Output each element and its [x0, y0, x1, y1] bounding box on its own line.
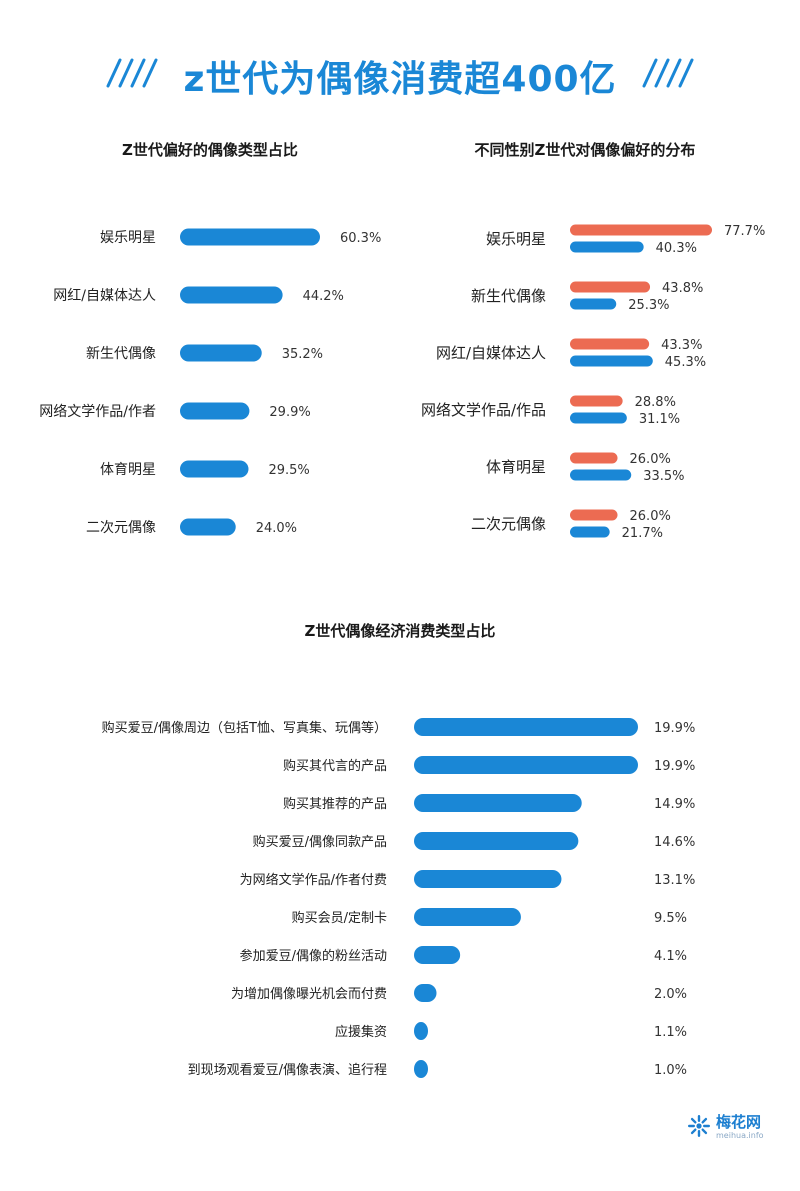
bar [570, 298, 617, 310]
category-label: 网红/自媒体达人 [53, 288, 156, 304]
value-label: 43.8% [662, 281, 703, 296]
bar [414, 1060, 428, 1078]
category-label: 为网络文学作品/作者付费 [240, 872, 387, 888]
category-label: 二次元偶像 [471, 515, 546, 533]
bar [180, 460, 249, 478]
value-label: 77.7% [724, 224, 765, 239]
bar [414, 794, 582, 812]
decor-slashes-right [642, 58, 694, 88]
category-label: 网红/自媒体达人 [436, 344, 546, 362]
category-label: 购买其推荐的产品 [283, 796, 387, 812]
value-label: 43.3% [661, 338, 702, 353]
bar [414, 756, 638, 774]
bar [180, 402, 250, 420]
bar [414, 832, 579, 850]
bar [570, 338, 650, 350]
category-label: 网络文学作品/作品 [421, 401, 546, 419]
category-label: 新生代偶像 [471, 287, 546, 305]
value-label: 29.5% [268, 463, 309, 478]
bar [414, 908, 521, 926]
bar [570, 224, 712, 236]
value-label: 19.9% [654, 721, 695, 736]
value-label: 60.3% [340, 231, 381, 246]
value-label: 25.3% [628, 298, 669, 313]
value-label: 29.9% [269, 405, 310, 420]
category-label: 为增加偶像曝光机会而付费 [231, 987, 387, 1002]
bar [570, 509, 618, 521]
category-label: 参加爱豆/偶像的粉丝活动 [240, 948, 387, 964]
category-label: 娱乐明星 [486, 230, 546, 248]
value-label: 24.0% [256, 521, 297, 536]
category-label: 娱乐明星 [100, 230, 156, 246]
category-label: 二次元偶像 [86, 520, 156, 536]
bar [180, 286, 283, 304]
value-label: 44.2% [303, 289, 344, 304]
category-label: 体育明星 [486, 458, 546, 476]
bar [180, 228, 320, 246]
category-label: 应援集资 [335, 1024, 387, 1040]
category-label: 网络文学作品/作者 [39, 404, 156, 420]
value-label: 19.9% [654, 759, 695, 774]
value-label: 2.0% [654, 987, 687, 1002]
value-label: 21.7% [622, 526, 663, 541]
page-header: z世代为偶像消费超400亿 [0, 44, 800, 104]
category-label: 购买会员/定制卡 [292, 910, 387, 926]
decor-slashes-left [106, 58, 158, 88]
brand-url: meihua.info [716, 1131, 764, 1140]
value-label: 33.5% [643, 469, 684, 484]
value-label: 28.8% [635, 395, 676, 410]
bar [414, 1022, 428, 1040]
value-label: 35.2% [282, 347, 323, 362]
bar [180, 344, 262, 362]
bar [180, 518, 236, 536]
value-label: 26.0% [630, 509, 671, 524]
category-label: 购买其代言的产品 [283, 758, 387, 774]
bar [414, 718, 638, 736]
bar [570, 355, 653, 367]
value-label: 9.5% [654, 911, 687, 926]
value-label: 26.0% [630, 452, 671, 467]
category-label: 新生代偶像 [86, 346, 156, 362]
category-label: 到现场观看爱豆/偶像表演、追行程 [188, 1062, 387, 1078]
chart3-consumption-types: 购买爱豆/偶像周边（包括T恤、写真集、玩偶等） 19.9% 购买其代言的产品 19.9… [102, 718, 695, 1078]
chart1-preferred-idol-types: 娱乐明星 60.3% 网红/自媒体达人 44.2% 新生代偶像 35.2% 网络文学作品/作… [39, 228, 381, 536]
value-label: 4.1% [654, 949, 687, 964]
bar [570, 412, 627, 424]
chart1-title: Z世代偏好的偶像类型占比 [122, 141, 298, 159]
value-label: 40.3% [656, 241, 697, 256]
bar [570, 526, 610, 538]
chart3-title: Z世代偶像经济消费类型占比 [304, 622, 496, 640]
value-label: 1.1% [654, 1025, 687, 1040]
chart2-title: 不同性别Z世代对偶像偏好的分布 [474, 141, 696, 159]
bar [570, 241, 644, 253]
category-label: 体育明星 [100, 462, 156, 478]
value-label: 45.3% [665, 355, 706, 370]
value-label: 31.1% [639, 412, 680, 427]
value-label: 1.0% [654, 1063, 687, 1078]
brand-name: 梅花网 [716, 1113, 762, 1131]
category-label: 购买爱豆/偶像周边（包括T恤、写真集、玩偶等） [102, 720, 387, 736]
value-label: 14.6% [654, 835, 695, 850]
value-label: 14.9% [654, 797, 695, 812]
bar [414, 984, 437, 1002]
chart2-gender-distribution: 娱乐明星 77.7% 40.3% 新生代偶像 43.8% 25.3% 网红/自媒体达人 43.… [421, 224, 765, 541]
bar [570, 452, 618, 464]
bar [414, 870, 562, 888]
page-title: z世代为偶像消费超400亿 [183, 59, 617, 100]
category-label: 购买爱豆/偶像同款产品 [253, 834, 387, 850]
bar [570, 469, 632, 481]
flower-icon [688, 1115, 710, 1137]
bar [570, 281, 651, 293]
bar [570, 395, 623, 407]
bar [414, 946, 461, 964]
brand-logo: 梅花网 meihua.info [686, 1110, 776, 1144]
value-label: 13.1% [654, 873, 695, 888]
